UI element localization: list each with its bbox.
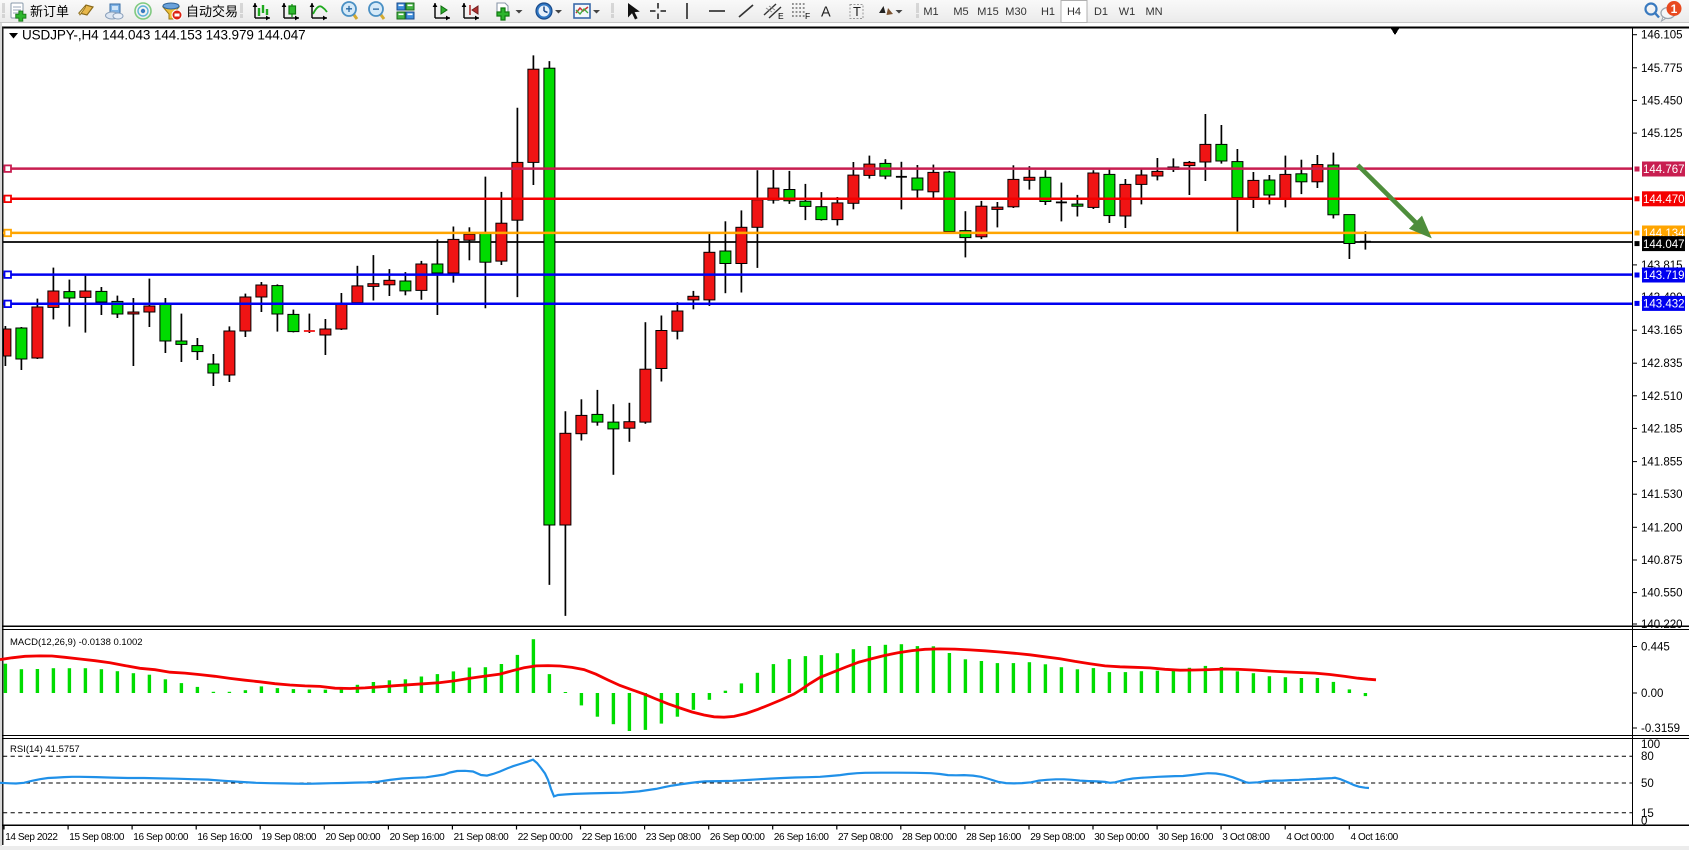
svg-text:+: + <box>345 2 352 16</box>
svg-text:141.530: 141.530 <box>1641 489 1683 501</box>
svg-text:27 Sep 08:00: 27 Sep 08:00 <box>838 832 894 843</box>
svg-text:28 Sep 16:00: 28 Sep 16:00 <box>966 832 1022 843</box>
svg-text:141.200: 141.200 <box>1641 522 1683 534</box>
svg-text:23 Sep 08:00: 23 Sep 08:00 <box>646 832 702 843</box>
svg-text:M30: M30 <box>1005 6 1026 18</box>
svg-text:80: 80 <box>1641 751 1654 763</box>
svg-text:T: T <box>853 4 861 19</box>
svg-text:14 Sep 2022: 14 Sep 2022 <box>5 832 58 843</box>
svg-text:142.185: 142.185 <box>1641 423 1683 435</box>
svg-text:15 Sep 08:00: 15 Sep 08:00 <box>69 832 125 843</box>
svg-text:E: E <box>778 11 784 21</box>
svg-text:140.220: 140.220 <box>1641 619 1683 631</box>
svg-text:143.165: 143.165 <box>1641 325 1683 337</box>
svg-text:H4: H4 <box>1067 6 1081 18</box>
svg-text:145.450: 145.450 <box>1641 95 1683 107</box>
svg-text:142.835: 142.835 <box>1641 358 1683 370</box>
svg-text:30 Sep 00:00: 30 Sep 00:00 <box>1094 832 1150 843</box>
svg-text:19 Sep 08:00: 19 Sep 08:00 <box>261 832 317 843</box>
svg-text:140.875: 140.875 <box>1641 555 1683 567</box>
svg-text:144.470: 144.470 <box>1643 194 1685 206</box>
svg-text:−: − <box>372 2 379 16</box>
svg-text:20 Sep 00:00: 20 Sep 00:00 <box>326 832 382 843</box>
svg-text:143.719: 143.719 <box>1643 270 1685 282</box>
svg-text:140.550: 140.550 <box>1641 588 1683 600</box>
svg-text:16 Sep 00:00: 16 Sep 00:00 <box>133 832 189 843</box>
svg-text:21 Sep 08:00: 21 Sep 08:00 <box>454 832 510 843</box>
svg-text:自动交易: 自动交易 <box>186 4 238 19</box>
svg-text:145.775: 145.775 <box>1641 63 1683 75</box>
svg-text:100: 100 <box>1641 739 1660 751</box>
svg-text:A: A <box>821 5 831 21</box>
svg-text:142.510: 142.510 <box>1641 391 1683 403</box>
svg-text:4 Oct 00:00: 4 Oct 00:00 <box>1286 832 1334 843</box>
svg-text:-0.3159: -0.3159 <box>1641 723 1680 735</box>
svg-text:RSI(14) 41.5757: RSI(14) 41.5757 <box>10 744 80 755</box>
svg-text:16 Sep 16:00: 16 Sep 16:00 <box>197 832 253 843</box>
svg-text:20 Sep 16:00: 20 Sep 16:00 <box>390 832 446 843</box>
svg-text:30 Sep 16:00: 30 Sep 16:00 <box>1158 832 1214 843</box>
svg-text:146.105: 146.105 <box>1641 30 1683 42</box>
svg-text:M5: M5 <box>953 6 968 18</box>
svg-text:144.047: 144.047 <box>1643 239 1685 251</box>
svg-text:0: 0 <box>1641 816 1647 828</box>
svg-text:22 Sep 00:00: 22 Sep 00:00 <box>518 832 574 843</box>
svg-text:新订单: 新订单 <box>30 4 69 19</box>
svg-text:145.125: 145.125 <box>1641 128 1683 140</box>
svg-text:F: F <box>805 11 810 21</box>
svg-text:H1: H1 <box>1041 6 1055 18</box>
svg-text:D1: D1 <box>1094 6 1108 18</box>
svg-text:MN: MN <box>1145 6 1162 18</box>
svg-text:MACD(12,26,9) -0.0138 0.1002: MACD(12,26,9) -0.0138 0.1002 <box>10 637 143 648</box>
svg-text:USDJPY-,H4 144.043 144.153 14: USDJPY-,H4 144.043 144.153 143.979 144.0… <box>22 28 306 43</box>
svg-text:141.855: 141.855 <box>1641 457 1683 469</box>
svg-text:22 Sep 16:00: 22 Sep 16:00 <box>582 832 638 843</box>
svg-text:0.00: 0.00 <box>1641 688 1663 700</box>
svg-text:M1: M1 <box>923 6 938 18</box>
svg-text:26 Sep 16:00: 26 Sep 16:00 <box>774 832 830 843</box>
svg-text:50: 50 <box>1641 778 1654 790</box>
svg-text:15: 15 <box>1641 808 1654 820</box>
svg-text:3 Oct 08:00: 3 Oct 08:00 <box>1222 832 1270 843</box>
svg-text:1: 1 <box>1671 2 1678 16</box>
svg-text:26 Sep 00:00: 26 Sep 00:00 <box>710 832 766 843</box>
svg-text:144.767: 144.767 <box>1643 164 1685 176</box>
svg-text:4 Oct 16:00: 4 Oct 16:00 <box>1351 832 1399 843</box>
svg-text:29 Sep 08:00: 29 Sep 08:00 <box>1030 832 1086 843</box>
svg-text:W1: W1 <box>1119 6 1136 18</box>
svg-text:143.432: 143.432 <box>1643 299 1685 311</box>
svg-text:0.445: 0.445 <box>1641 642 1670 654</box>
svg-text:M15: M15 <box>977 6 998 18</box>
svg-text:28 Sep 00:00: 28 Sep 00:00 <box>902 832 958 843</box>
